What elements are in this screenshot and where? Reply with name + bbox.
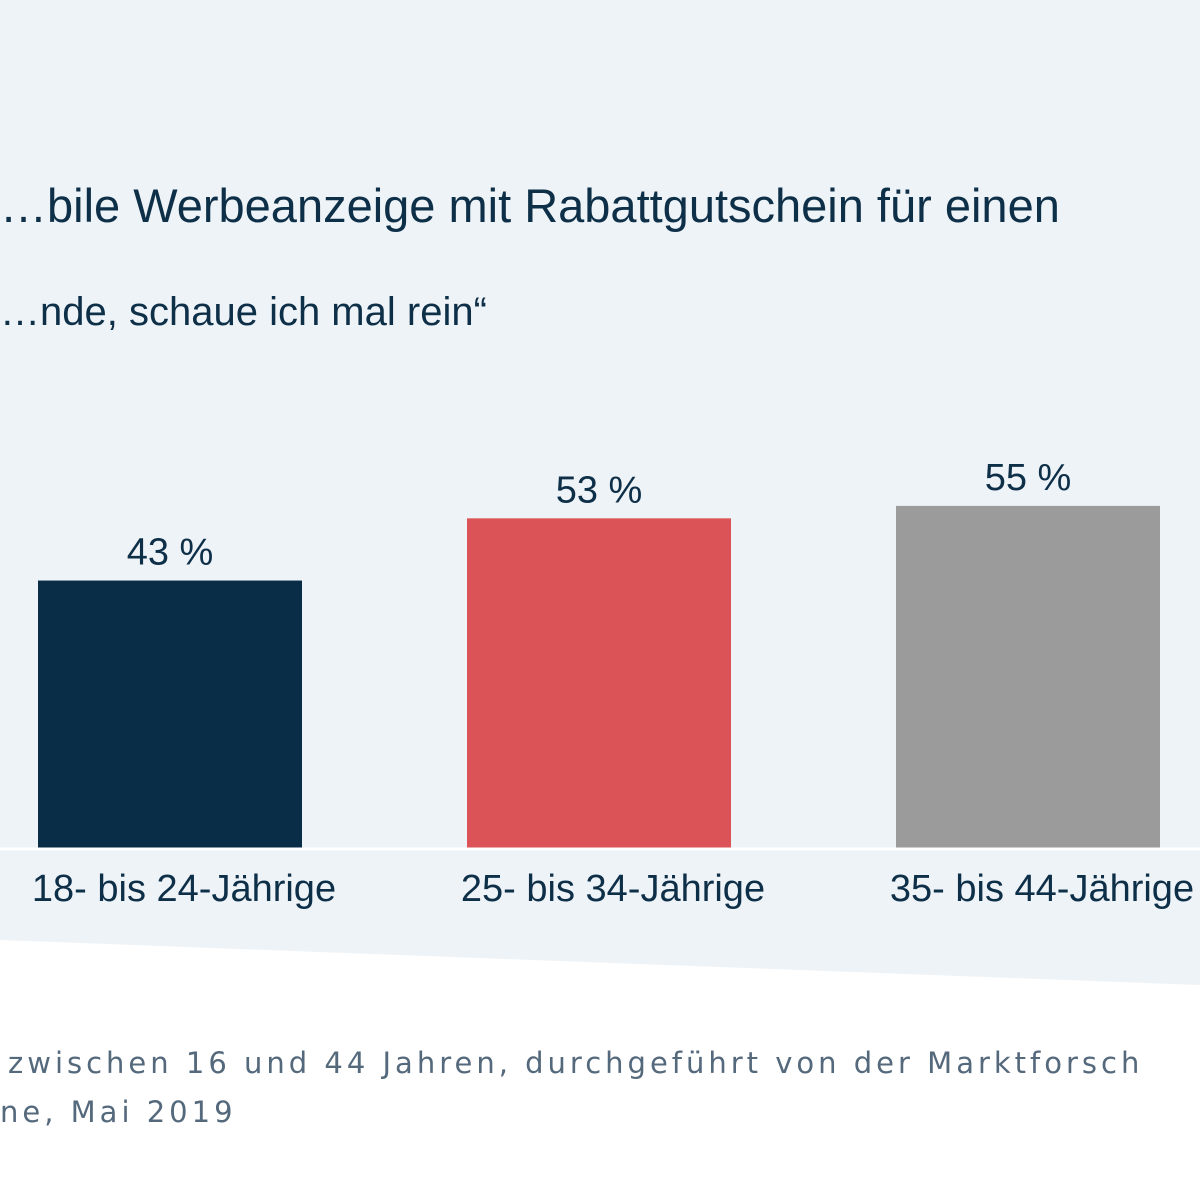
bar-3 — [896, 505, 1160, 848]
bar-1 — [38, 580, 302, 848]
category-label-2: 25- bis 34-Jährige — [461, 868, 765, 910]
chart-subtitle: …nde, schaue ich mal rein“ — [0, 290, 487, 334]
value-label-1: 43 % — [127, 532, 214, 574]
value-label-3: 55 % — [985, 457, 1072, 499]
bar-group — [38, 505, 1160, 848]
footnote-line-2: ne, Mai 2019 — [0, 1095, 237, 1129]
bar-2 — [467, 518, 731, 848]
value-label-group: 43 % 53 % 55 % — [127, 457, 1072, 574]
value-label-2: 53 % — [556, 469, 643, 511]
footnote-line-1: zwischen 16 und 44 Jahren, durchgeführt … — [8, 1046, 1143, 1080]
category-label-1: 18- bis 24-Jährige — [32, 868, 336, 910]
category-label-3: 35- bis 44-Jährige — [890, 868, 1194, 910]
category-label-group: 18- bis 24-Jährige 25- bis 34-Jährige 35- … — [32, 868, 1194, 910]
chart-title: …bile Werbeanzeige mit Rabattgutschein f… — [0, 179, 1060, 232]
